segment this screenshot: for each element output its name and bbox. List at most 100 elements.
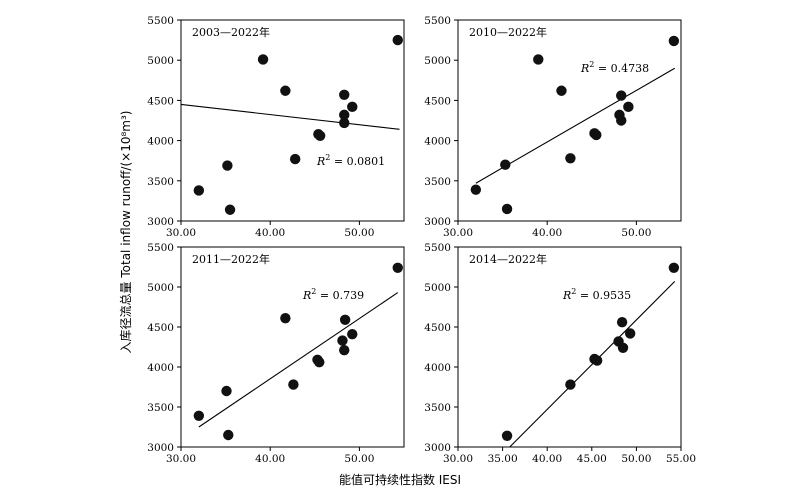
y-tick-label: 4000: [147, 362, 174, 374]
data-point: [223, 429, 234, 441]
data-point: [533, 54, 544, 65]
x-tick-label: 30.00: [443, 227, 473, 239]
y-tick-label: 3500: [424, 402, 451, 414]
y-tick-label: 5000: [147, 55, 174, 67]
data-point: [314, 130, 326, 141]
y-tick-label: 3000: [424, 216, 451, 228]
period-label: 2003—2022年: [192, 25, 270, 39]
x-tick-label: 40.00: [255, 227, 285, 239]
data-point: [501, 203, 513, 215]
plot-frame: [457, 19, 682, 222]
y-tick-label: 5500: [424, 15, 451, 27]
data-point: [339, 117, 350, 129]
trend-line: [180, 103, 400, 130]
data-point: [337, 335, 348, 346]
y-tick-label: 3000: [424, 442, 451, 454]
data-point: [500, 159, 511, 170]
x-tick-label: 50.00: [621, 453, 651, 465]
data-point: [280, 313, 291, 324]
x-tick-label: 30.00: [166, 453, 196, 465]
y-tick-label: 4000: [147, 136, 174, 148]
r-squared-label: R2 = 0.9535: [562, 287, 631, 302]
r-squared-label: R2 = 0.4738: [580, 60, 649, 75]
trend-line: [198, 292, 399, 428]
y-tick-label: 5000: [147, 282, 174, 294]
x-tick-label: 40.00: [255, 453, 285, 465]
x-tick-label: 50.00: [344, 453, 374, 465]
data-point: [470, 184, 482, 195]
plot-frame: [180, 246, 405, 448]
y-axis-title: 入库径流总量 Total inflow runoff/(×10⁸m³): [118, 111, 133, 354]
data-point: [347, 329, 358, 340]
scatter-panel-1: 30.00 40.00 50.00 3000 3500 4000 4500 5000 5500 2…: [147, 15, 405, 239]
data-point: [668, 35, 680, 47]
data-point: [224, 204, 236, 215]
y-tick-label: 3500: [147, 402, 174, 414]
y-tick-label: 5500: [147, 15, 174, 27]
y-tick-label: 5000: [424, 55, 451, 67]
data-point: [257, 54, 269, 65]
y-tick-label: 3500: [147, 176, 174, 188]
data-point: [314, 357, 325, 368]
data-point: [624, 328, 636, 339]
data-point: [591, 129, 602, 141]
data-point: [591, 355, 603, 366]
data-point: [339, 89, 350, 100]
data-point: [347, 101, 358, 113]
r-squared-label: R2 = 0.0801: [316, 153, 385, 168]
data-point: [339, 345, 350, 356]
data-point: [623, 101, 634, 113]
data-point: [392, 34, 403, 46]
scatter-panel-4: 30.00 35.00 40.00 45.00 50.00 55.00 3000 3500 40…: [424, 242, 696, 465]
x-tick-label: 35.00: [488, 453, 518, 465]
r-squared-label: R2 = 0.739: [302, 287, 364, 302]
data-point: [616, 90, 627, 101]
data-point: [668, 262, 680, 273]
y-tick-label: 4000: [424, 136, 451, 148]
data-point: [501, 430, 513, 441]
x-tick-label: 30.00: [443, 453, 473, 465]
y-tick-label: 5500: [147, 242, 174, 254]
scatter-panel-3: 30.00 40.00 50.00 3000 3500 4000 4500 5000 5500 2…: [147, 242, 405, 465]
data-point: [616, 317, 628, 328]
data-point: [392, 262, 403, 273]
scatter-panel-2: 30.00 40.00 50.00 3000 3500 4000 4500 5000 5500 2…: [424, 15, 682, 239]
data-point: [280, 85, 291, 96]
x-tick-label: 40.00: [532, 227, 562, 239]
y-tick-label: 5500: [424, 242, 451, 254]
period-label: 2011—2022年: [192, 252, 270, 266]
data-point: [616, 115, 627, 126]
plot-frame: [457, 246, 682, 448]
data-point: [565, 153, 576, 164]
period-label: 2014—2022年: [469, 252, 547, 266]
y-tick-label: 3000: [147, 442, 174, 454]
data-point: [193, 185, 205, 196]
x-tick-label: 40.00: [532, 453, 562, 465]
x-tick-label: 50.00: [344, 227, 374, 239]
y-tick-label: 4000: [424, 362, 451, 374]
x-tick-label: 30.00: [166, 227, 196, 239]
y-tick-label: 4500: [424, 95, 451, 107]
data-point: [556, 85, 567, 96]
data-point: [222, 160, 233, 171]
data-point: [193, 410, 205, 421]
data-point: [288, 379, 299, 390]
y-tick-label: 4500: [147, 95, 174, 107]
data-point: [339, 109, 350, 121]
x-axis-title: 能值可持续性指数 IESI: [339, 472, 461, 487]
data-point: [565, 379, 576, 390]
panels: 30.00 40.00 50.00 3000 3500 4000 4500 5000 5500 2…: [147, 15, 696, 465]
x-tick-label: 55.00: [666, 453, 696, 465]
period-label: 2010—2022年: [469, 25, 547, 39]
y-tick-label: 4500: [424, 322, 451, 334]
x-tick-label: 50.00: [621, 227, 651, 239]
data-point: [617, 342, 629, 353]
data-point: [221, 385, 232, 397]
x-tick-label: 45.00: [577, 453, 607, 465]
data-point: [289, 153, 301, 165]
y-tick-label: 5000: [424, 282, 451, 294]
data-point: [339, 314, 351, 325]
plot-frame: [180, 19, 405, 222]
trend-line: [509, 281, 676, 448]
